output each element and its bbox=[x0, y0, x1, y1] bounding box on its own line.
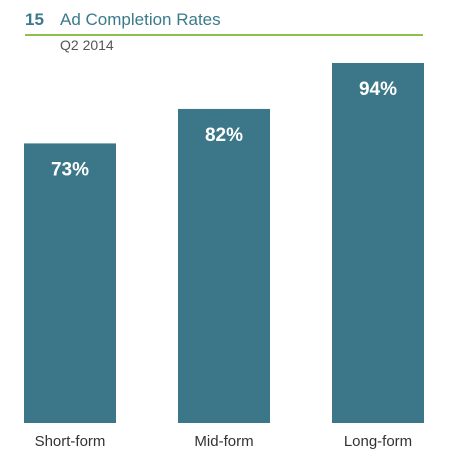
bar-mid-form bbox=[178, 108, 270, 423]
data-label-short-form: 73% bbox=[51, 159, 89, 180]
chart-subtitle: Q2 2014 bbox=[60, 37, 114, 53]
data-label-long-form: 94% bbox=[359, 79, 397, 100]
bar-long-form bbox=[332, 62, 424, 423]
data-label-mid-form: 82% bbox=[205, 125, 243, 146]
category-label-long-form: Long-form bbox=[344, 433, 412, 450]
category-label-short-form: Short-form bbox=[35, 433, 106, 450]
bar-short-form bbox=[24, 143, 116, 423]
figure-number: 15 bbox=[25, 10, 44, 29]
category-label-mid-form: Mid-form bbox=[194, 433, 253, 450]
chart-header: 15 Ad Completion Rates bbox=[25, 10, 423, 36]
chart-title: Ad Completion Rates bbox=[60, 10, 221, 29]
